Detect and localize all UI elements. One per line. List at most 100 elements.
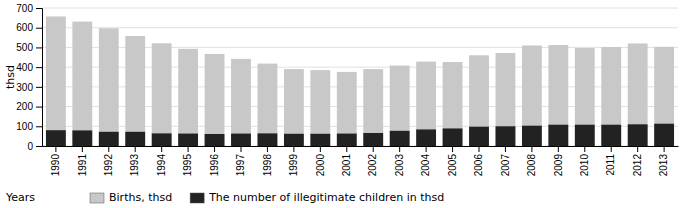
tick-mark — [36, 47, 42, 48]
tick-label: 100 — [16, 121, 33, 132]
tick-label: 2003 — [394, 154, 405, 177]
bars — [46, 16, 674, 146]
grid-line — [42, 27, 678, 28]
bar — [496, 53, 516, 146]
tick-mark — [36, 146, 42, 147]
tick-mark — [55, 146, 56, 152]
tick-label: 1998 — [262, 154, 273, 177]
legend-label: The number of illegitimate children in t… — [208, 191, 444, 204]
tick-mark — [240, 146, 241, 152]
bar — [72, 130, 92, 146]
axis-line — [43, 146, 679, 147]
tick-label: 2011 — [605, 154, 616, 176]
tick-mark — [346, 146, 347, 152]
bar — [72, 22, 92, 146]
tick-label: 0 — [27, 141, 33, 152]
tick: 600 — [16, 22, 42, 33]
bar — [125, 36, 145, 146]
bar-series — [46, 124, 674, 146]
tick-label: 400 — [16, 62, 33, 73]
tick: 2013 — [658, 146, 669, 176]
bar — [469, 55, 489, 146]
tick: 2004 — [420, 146, 431, 176]
bar — [601, 47, 621, 146]
tick-mark — [320, 146, 321, 152]
tick-mark — [82, 146, 83, 152]
tick-mark — [36, 28, 42, 29]
tick-mark — [36, 67, 42, 68]
tick: 1990 — [50, 146, 61, 176]
tick: 700 — [16, 3, 42, 14]
tick: 2002 — [367, 146, 378, 176]
axis-line — [36, 9, 43, 147]
legend-label: Births, thsd — [109, 191, 172, 204]
bar — [363, 69, 383, 146]
tick: 2005 — [447, 146, 458, 176]
bar — [522, 126, 542, 146]
tick: 1993 — [129, 146, 140, 176]
tick-label: 2002 — [367, 154, 378, 177]
tick-mark — [36, 126, 42, 127]
bar — [443, 128, 463, 146]
tick-mark — [36, 107, 42, 108]
bar — [310, 134, 330, 146]
bar — [46, 130, 66, 146]
bar — [99, 28, 119, 146]
legend-item: Births, thsd — [90, 191, 172, 204]
bar — [628, 124, 648, 146]
tick-label: 1994 — [156, 154, 167, 177]
tick-label: 1997 — [235, 154, 246, 177]
tick-label: 700 — [16, 3, 33, 14]
tick: 1998 — [262, 146, 273, 176]
bar — [178, 134, 198, 146]
bar — [548, 125, 568, 146]
tick-mark — [584, 146, 585, 152]
bar — [601, 125, 621, 146]
tick-mark — [188, 146, 189, 152]
tick: 1994 — [156, 146, 167, 176]
tick: 200 — [16, 101, 42, 112]
tick-label: 300 — [16, 82, 33, 93]
tick-mark — [558, 146, 559, 152]
tick-label: 1990 — [50, 154, 61, 177]
bar — [258, 64, 278, 146]
tick-label: 600 — [16, 22, 33, 33]
bar — [496, 126, 516, 146]
tick: 1991 — [77, 146, 88, 176]
bar-series — [46, 16, 674, 146]
tick-mark — [267, 146, 268, 152]
legend: Births, thsd The number of illegitimate c… — [90, 191, 444, 204]
tick-mark — [293, 146, 294, 152]
tick: 2009 — [553, 146, 564, 176]
y-axis: 0 100 200 300 400 500 600 700 — [16, 3, 42, 152]
tick-label: 500 — [16, 42, 33, 53]
tick-label: 2010 — [579, 154, 590, 177]
bar — [231, 134, 251, 146]
tick-label: 200 — [16, 101, 33, 112]
legend-item: The number of illegitimate children in t… — [190, 191, 444, 204]
bar — [654, 47, 674, 146]
bar — [548, 45, 568, 146]
tick: 0 — [27, 141, 42, 152]
legend-swatch — [190, 193, 204, 203]
tick-mark — [161, 146, 162, 152]
tick-mark — [36, 87, 42, 88]
bar — [654, 124, 674, 146]
tick-mark — [664, 146, 665, 152]
tick-label: 2001 — [341, 154, 352, 177]
tick-label: 1996 — [209, 154, 220, 177]
bar — [284, 134, 304, 146]
tick: 2003 — [394, 146, 405, 176]
bar — [125, 132, 145, 146]
tick-mark — [36, 8, 42, 9]
grid — [42, 8, 678, 146]
legend-swatch — [90, 193, 104, 203]
bar — [310, 70, 330, 146]
tick-mark — [611, 146, 612, 152]
tick-label: 2008 — [526, 154, 537, 177]
tick-label: 1992 — [103, 154, 114, 177]
bar — [416, 129, 436, 146]
tick-mark — [479, 146, 480, 152]
tick-mark — [108, 146, 109, 152]
bar — [628, 43, 648, 146]
